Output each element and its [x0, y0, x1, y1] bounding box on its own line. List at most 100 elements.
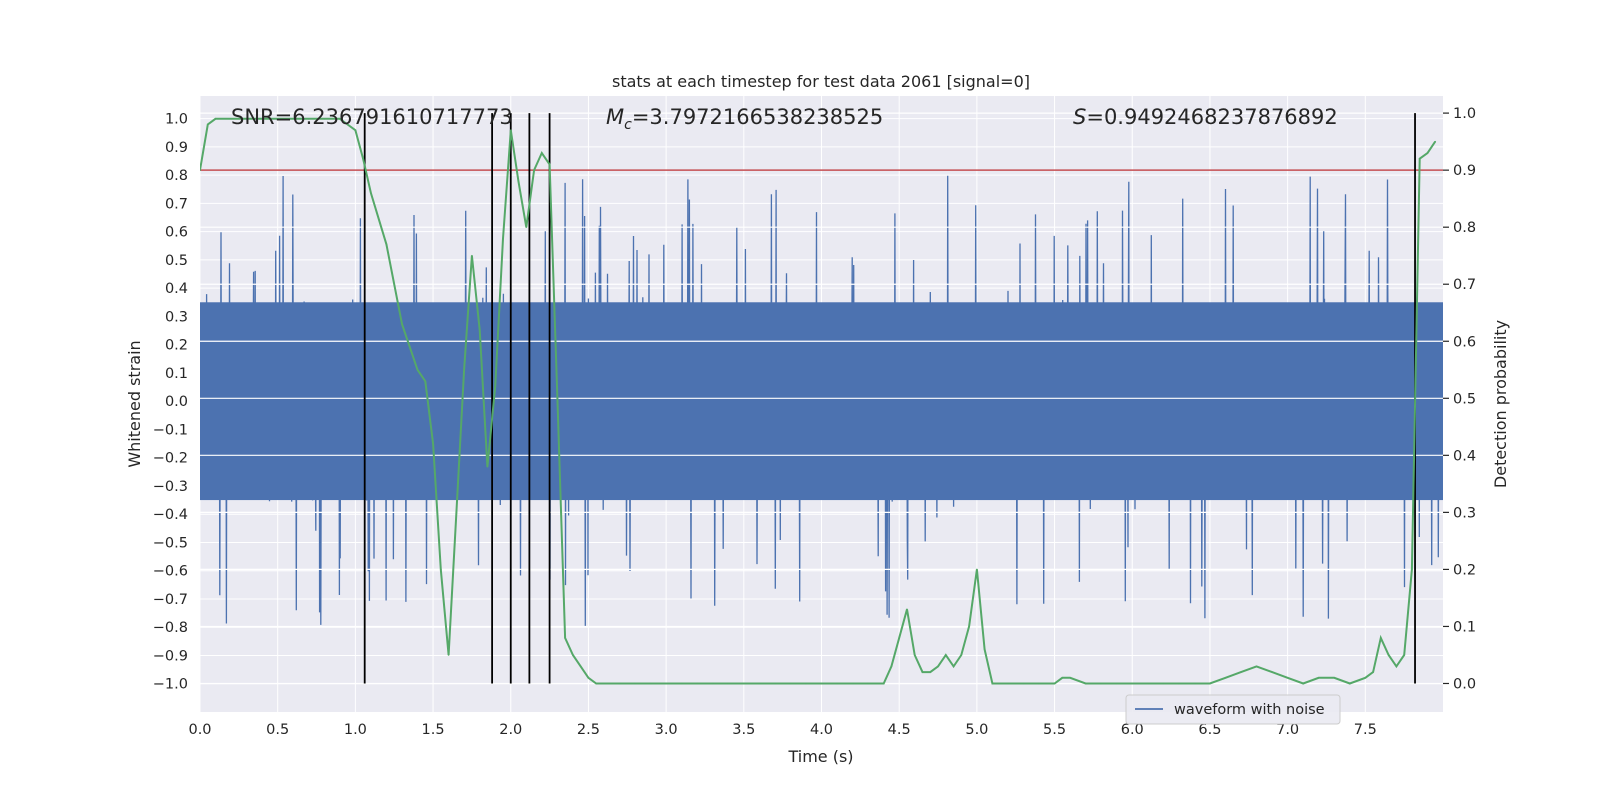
- y-tick-label: −0.1: [153, 422, 188, 438]
- x-axis-label: Time (s): [787, 747, 853, 766]
- probability-point: [882, 682, 885, 685]
- probability-point: [1302, 682, 1304, 685]
- probability-point: [533, 169, 535, 171]
- probability-point: [1418, 157, 1421, 160]
- probability-point: [323, 118, 326, 120]
- vertical-markers: [363, 113, 1416, 684]
- probability-point: [921, 671, 924, 673]
- y-tick-label: 0.6: [165, 225, 188, 241]
- probability-point: [851, 682, 854, 685]
- probability-point: [1271, 671, 1273, 673]
- probability-point: [1411, 568, 1413, 571]
- probability-point: [1348, 682, 1351, 685]
- probability-point: [976, 568, 978, 571]
- probability-point: [1403, 654, 1405, 656]
- y-tick-label: 0.9: [165, 140, 188, 156]
- y-right-tick-label: 0.8: [1453, 220, 1476, 236]
- probability-point: [1022, 682, 1025, 685]
- y-tick-label: −0.7: [153, 592, 188, 608]
- y-tick-label: 1.0: [165, 112, 188, 128]
- probability-point: [595, 682, 598, 685]
- probability-point: [906, 608, 908, 611]
- y-tick-label: −0.3: [153, 479, 188, 495]
- probability-point: [836, 682, 838, 685]
- probability-point: [937, 665, 939, 668]
- x-tick-label: 4.5: [888, 722, 911, 738]
- x-tick-label: 2.5: [577, 722, 600, 738]
- probability-point: [424, 380, 427, 382]
- waveform-series: [200, 175, 1443, 627]
- y-tick-label: 0.8: [165, 168, 188, 184]
- probability-point: [991, 682, 994, 685]
- y-right-tick-label: 1.0: [1453, 106, 1476, 122]
- probability-point: [1240, 671, 1242, 673]
- probability-point: [890, 665, 893, 668]
- x-tick-label: 0.0: [188, 722, 211, 738]
- probability-point: [416, 368, 419, 371]
- probability-point: [572, 654, 574, 656]
- probability-point: [1387, 654, 1390, 656]
- probability-point: [517, 180, 520, 183]
- probability-point: [214, 118, 217, 120]
- probability-point: [952, 665, 955, 668]
- probability-point: [1209, 682, 1211, 685]
- probability-point: [820, 682, 823, 685]
- chart-title: stats at each timestep for test data 206…: [612, 72, 1030, 91]
- x-tick-label: 3.5: [732, 722, 755, 738]
- probability-point: [401, 323, 403, 325]
- probability-point: [509, 129, 512, 132]
- y-tick-label: −0.5: [153, 535, 188, 551]
- probability-point: [1333, 676, 1336, 679]
- legend: waveform with noise: [1125, 694, 1341, 725]
- chirp-mass-value: =3.7972166538238525: [632, 105, 883, 129]
- y-right-axis-label: Detection probability: [1491, 320, 1510, 488]
- probability-point: [556, 397, 559, 400]
- probability-point: [618, 682, 621, 685]
- probability-point: [1146, 682, 1149, 685]
- probability-point: [1069, 676, 1071, 679]
- snr-annotation: SNR=6.236791610717773: [231, 105, 513, 129]
- probability-point: [455, 511, 458, 514]
- x-tick-label: 7.5: [1354, 722, 1377, 738]
- probability-point: [603, 682, 605, 685]
- probability-point: [385, 243, 388, 246]
- probability-point: [867, 682, 869, 685]
- probability-point: [758, 682, 761, 685]
- probability-point: [1193, 682, 1196, 685]
- probability-point: [502, 237, 504, 240]
- y-tick-label: −0.9: [153, 648, 188, 664]
- y-right-tick-label: 0.4: [1453, 448, 1476, 464]
- probability-point: [1224, 676, 1227, 679]
- y-axis-ticks: 1.0 0.9 0.8 0.7 0.6 0.5 0.4 0.3 0.2 0.1 0.0 −0.1 −0.…: [153, 112, 188, 693]
- probability-line: [200, 117, 1437, 685]
- y-axis-label: Whitened strain: [125, 340, 144, 467]
- x-tick-label: 7.0: [1276, 722, 1299, 738]
- probability-point: [929, 671, 932, 673]
- probability-point: [463, 368, 465, 371]
- probability-point: [789, 682, 792, 685]
- probability-point: [541, 152, 543, 154]
- probability-point: [1115, 682, 1118, 685]
- probability-point: [245, 118, 248, 120]
- x-tick-label: 4.0: [810, 722, 833, 738]
- probability-point: [711, 682, 714, 685]
- probability-point: [649, 682, 652, 685]
- probability-point: [1380, 637, 1382, 639]
- probability-point: [1162, 682, 1165, 685]
- probability-point: [960, 654, 963, 656]
- probability-point: [805, 682, 807, 685]
- y-right-tick-label: 0.5: [1453, 391, 1476, 407]
- probability-point: [261, 118, 263, 120]
- legend-label: waveform with noise: [1174, 702, 1325, 718]
- spin-annotation: S=0.9492468237876892: [1073, 105, 1338, 129]
- waveform-core: [200, 302, 1443, 501]
- y-right-tick-label: 0.6: [1453, 334, 1476, 350]
- probability-point: [1100, 682, 1102, 685]
- x-tick-label: 5.0: [965, 722, 988, 738]
- y-right-tick-label: 0.0: [1453, 676, 1476, 692]
- y-tick-label: −0.4: [153, 507, 188, 523]
- y-right-tick-label: 0.3: [1453, 505, 1476, 521]
- spin-value: =0.9492468237876892: [1086, 105, 1337, 129]
- probability-point: [1084, 682, 1087, 685]
- probability-point: [494, 386, 497, 388]
